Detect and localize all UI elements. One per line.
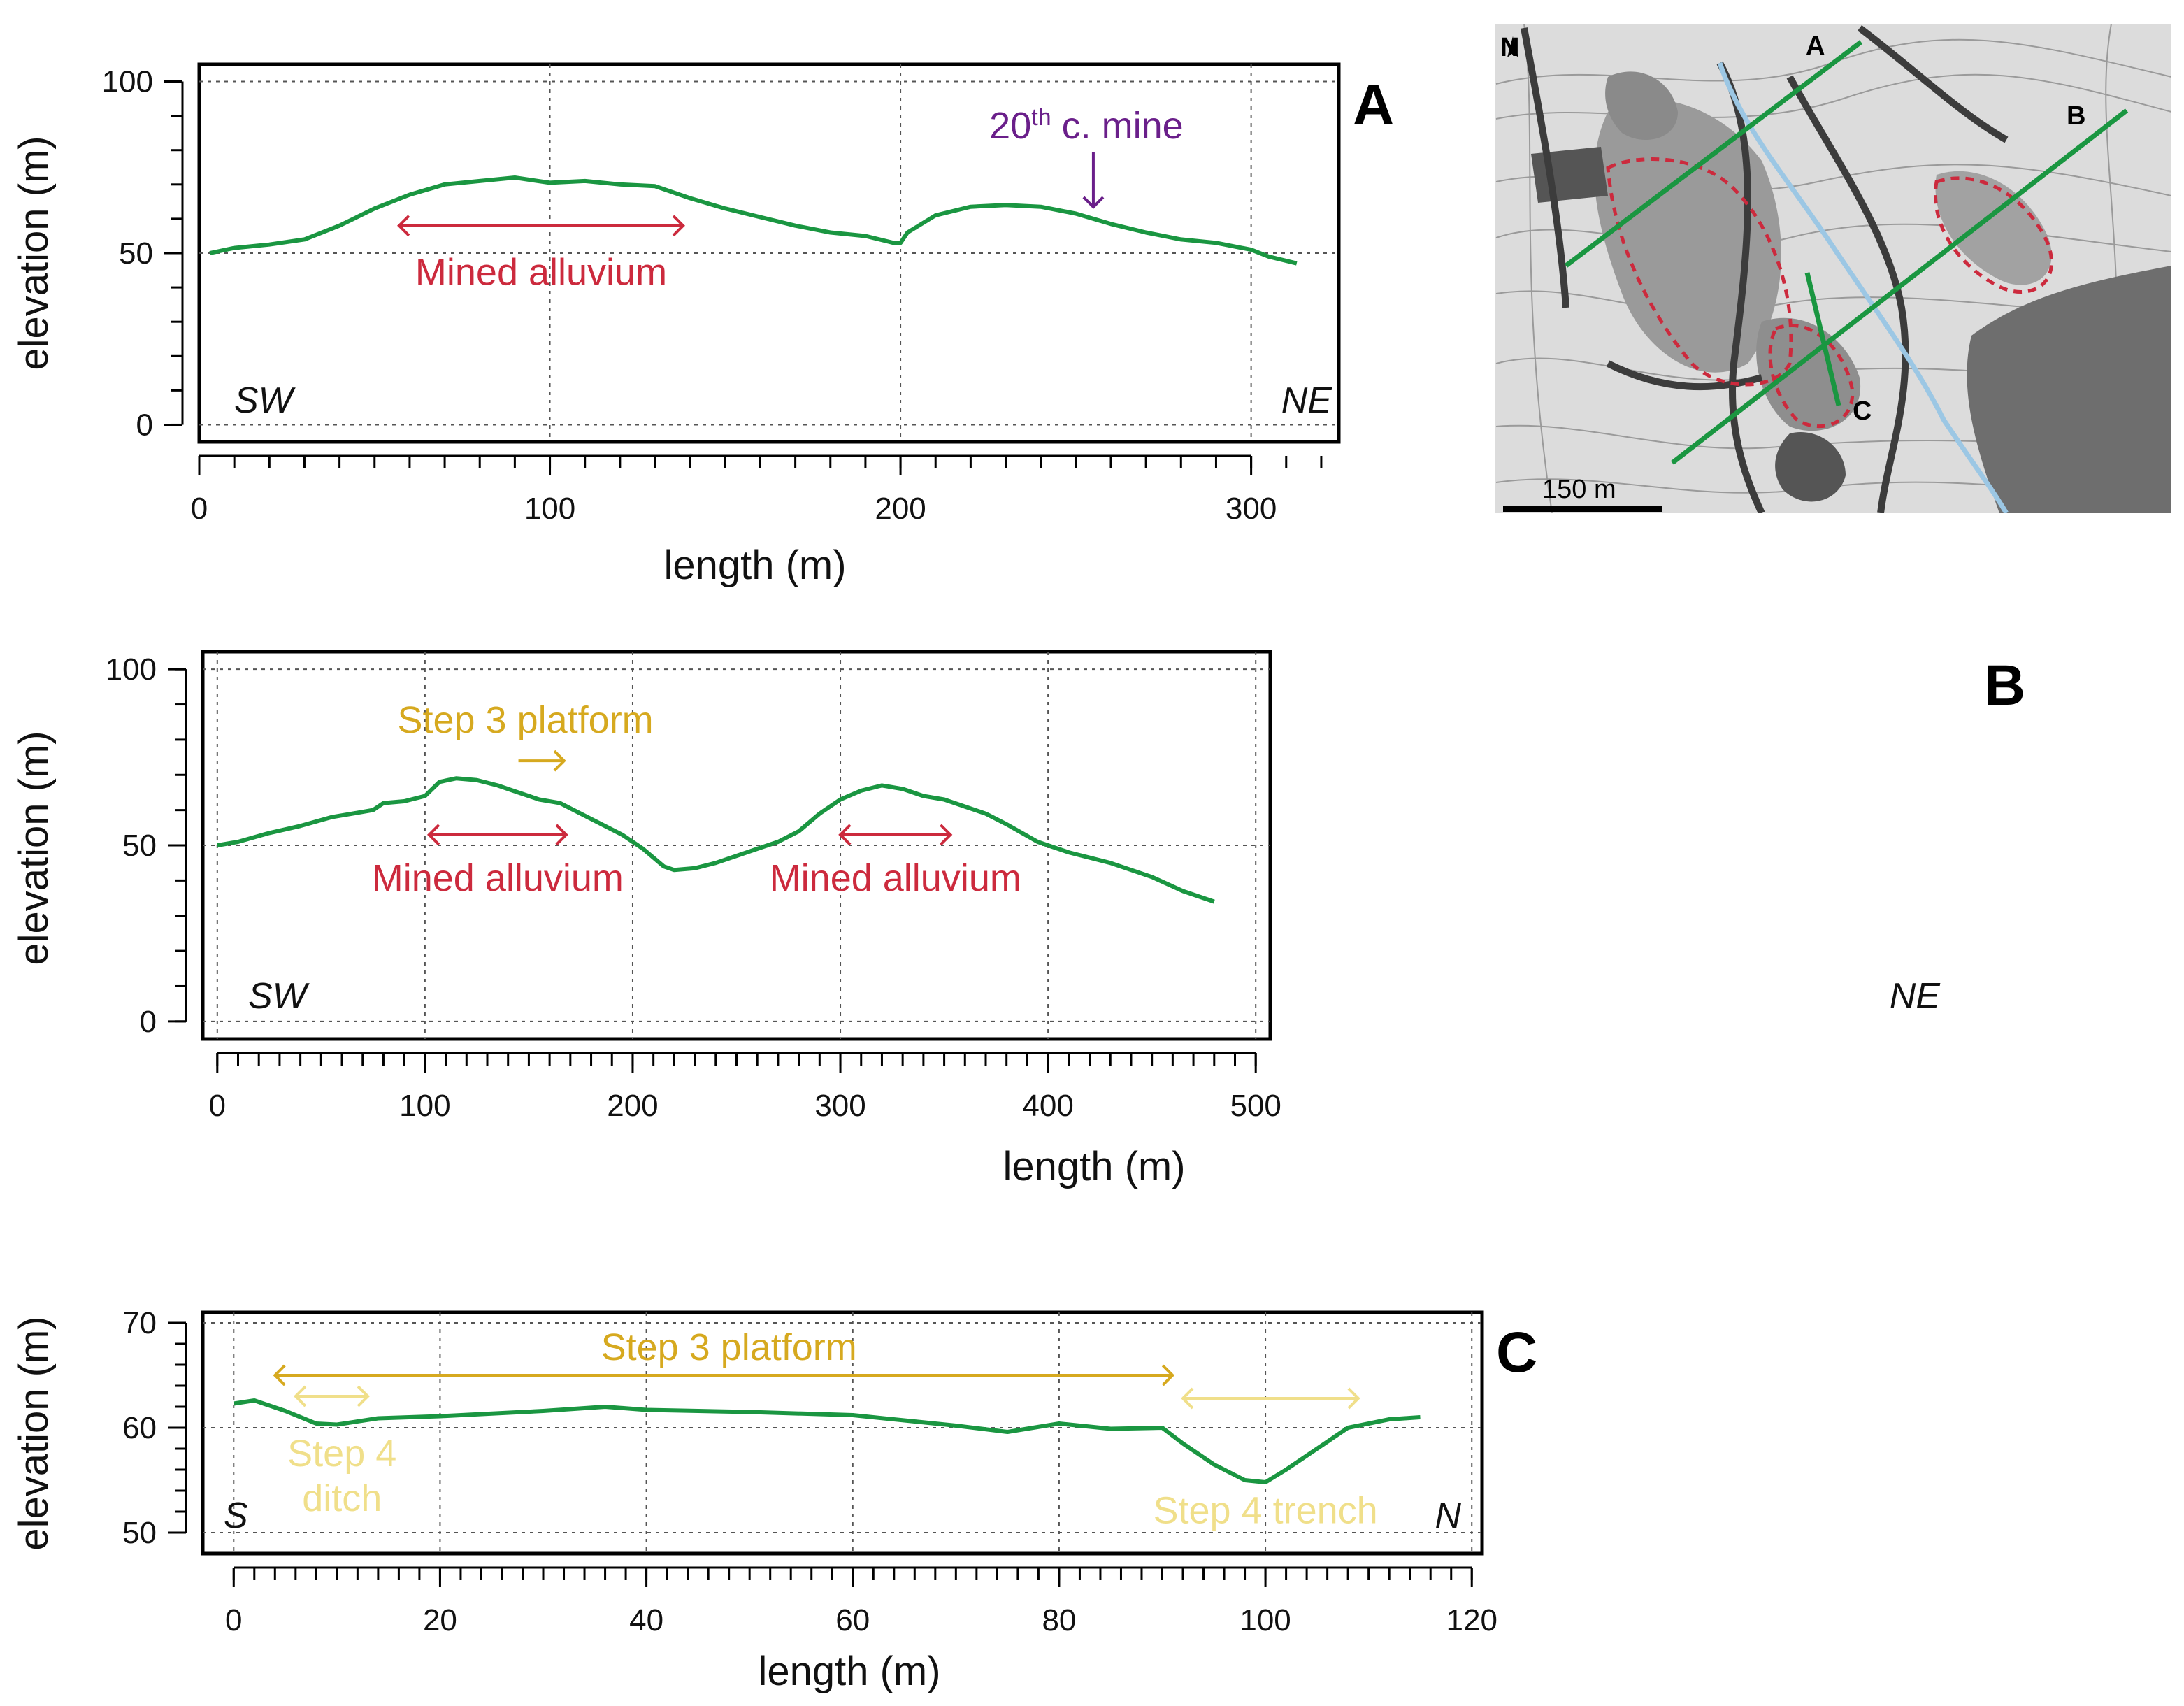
map-north-label: N — [1500, 33, 1519, 62]
arrowhead-left — [273, 1364, 286, 1386]
y-tick-label: 100 — [106, 652, 157, 687]
arrowhead-right — [1161, 1364, 1175, 1386]
panel-a-ylabel: elevation (m) — [11, 136, 57, 370]
panel-b-mined-label-1: Mined alluvium — [372, 857, 624, 899]
panel-a-dir-right: NE — [1281, 380, 1333, 421]
panel-b-step3-label: Step 3 platform — [397, 699, 653, 741]
arrowhead-down — [1082, 196, 1105, 209]
panel-b-dir-right: NE — [1890, 976, 1941, 1017]
panel-b-ticks: 0 100 200 300 400 500 0 50 100 — [106, 652, 1281, 1123]
map-profile-c — [1804, 272, 1841, 406]
panel-c-dir-right: N — [1435, 1496, 1461, 1536]
x-tick-label: 400 — [1022, 1089, 1073, 1123]
arrowhead-right — [672, 215, 685, 237]
x-tick-label: 100 — [1240, 1603, 1291, 1637]
panel-a-20th-mine-label: 20th c. mine — [989, 104, 1184, 147]
map-label-b: B — [2067, 101, 2085, 131]
x-tick-label: 40 — [629, 1603, 663, 1637]
map-profile-a — [1564, 40, 1863, 268]
y-tick-label: 50 — [119, 236, 153, 271]
map-profile-lines — [1564, 40, 2129, 465]
y-tick-label: 0 — [136, 408, 153, 442]
x-tick-label: 60 — [835, 1603, 870, 1637]
arrowhead-right — [1347, 1387, 1360, 1410]
map-label-c: C — [1853, 396, 1872, 426]
arrowhead-right — [357, 1385, 370, 1407]
arrowhead-right — [940, 824, 953, 846]
panel-a-letter: A — [1353, 73, 1394, 137]
x-tick-label: 0 — [225, 1603, 242, 1637]
panel-a-grid — [199, 64, 1339, 442]
map-label-a: A — [1806, 31, 1825, 61]
panel-b-grid — [203, 652, 1270, 1039]
x-tick-label: 80 — [1042, 1603, 1076, 1637]
map-profile-b — [1670, 108, 2129, 465]
panel-a-xlabel: length (m) — [663, 543, 846, 588]
x-tick-label: 0 — [191, 492, 208, 526]
panel-c-plot-frame — [201, 1310, 1484, 1556]
map-scale-label: 150 m — [1542, 475, 1616, 504]
arrowhead-left — [397, 215, 410, 237]
panel-a-mined-label: Mined alluvium — [415, 252, 667, 294]
panel-c: 0 20 40 60 80 100 120 50 60 70 Step 3 platform St… — [11, 1306, 1537, 1694]
y-tick-label: 70 — [122, 1306, 157, 1340]
panel-a-ticks: 0 100 200 300 0 50 100 — [102, 65, 1323, 526]
arrowhead-right — [555, 824, 568, 846]
arrowhead-left — [426, 824, 440, 846]
panel-a-profile-line — [209, 175, 1298, 266]
arrowhead-left — [838, 824, 852, 846]
arrowhead-left — [1181, 1387, 1194, 1410]
x-tick-label: 20 — [423, 1603, 457, 1637]
panel-c-letter: C — [1496, 1321, 1537, 1384]
panel-c-profile-line — [233, 1398, 1421, 1484]
panel-c-grid — [203, 1312, 1482, 1554]
x-tick-label: 200 — [875, 492, 926, 526]
panel-a-dir-left: SW — [234, 380, 296, 421]
y-tick-label: 50 — [122, 1516, 157, 1550]
panel-c-xlabel: length (m) — [758, 1649, 940, 1694]
arrowhead-left — [293, 1385, 307, 1407]
x-tick-label: 500 — [1230, 1089, 1281, 1123]
x-tick-label: 120 — [1446, 1603, 1497, 1637]
y-tick-label: 100 — [102, 65, 153, 99]
x-tick-label: 300 — [1226, 492, 1277, 526]
panel-b-dir-left: SW — [248, 976, 310, 1017]
arrowhead-right — [553, 750, 566, 772]
panel-b-letter: B — [1984, 654, 2025, 717]
panel-c-ylabel: elevation (m) — [11, 1316, 57, 1550]
mine-label-main: 20 — [989, 105, 1031, 147]
mine-label-rest: c. mine — [1051, 105, 1184, 147]
x-tick-label: 200 — [607, 1089, 658, 1123]
panel-c-step4-ditch-label-1: Step 4 — [287, 1433, 396, 1475]
north-arrow-icon — [1507, 36, 1518, 57]
panel-a: 0 100 200 300 0 50 100 Mined alluvium 20th c. … — [11, 62, 1394, 588]
x-tick-label: 100 — [524, 492, 575, 526]
panel-b: 0 100 200 300 400 500 0 50 100 Mined alluvium Mi… — [11, 650, 2025, 1189]
panel-b-xlabel: length (m) — [1003, 1144, 1185, 1189]
y-tick-label: 60 — [122, 1411, 157, 1445]
site-map: A B C 150 m N — [1495, 24, 2171, 513]
y-tick-label: 0 — [140, 1005, 157, 1039]
x-tick-label: 100 — [399, 1089, 450, 1123]
mine-label-sup: th — [1031, 104, 1051, 131]
y-tick-label: 50 — [122, 829, 157, 863]
map-river — [1717, 62, 2009, 513]
panel-c-step3-label: Step 3 platform — [601, 1326, 857, 1368]
panel-c-ticks: 0 20 40 60 80 100 120 50 60 70 — [122, 1306, 1497, 1637]
panel-b-mined-label-2: Mined alluvium — [770, 857, 1021, 899]
panel-b-profile-line — [217, 776, 1215, 904]
panel-c-step4-ditch-label-2: ditch — [302, 1477, 382, 1519]
x-tick-label: 0 — [209, 1089, 226, 1123]
panel-c-dir-left: S — [224, 1496, 248, 1536]
x-tick-label: 300 — [814, 1089, 865, 1123]
panel-c-step4-trench-label: Step 4 trench — [1153, 1490, 1377, 1532]
panel-b-ylabel: elevation (m) — [11, 731, 57, 965]
